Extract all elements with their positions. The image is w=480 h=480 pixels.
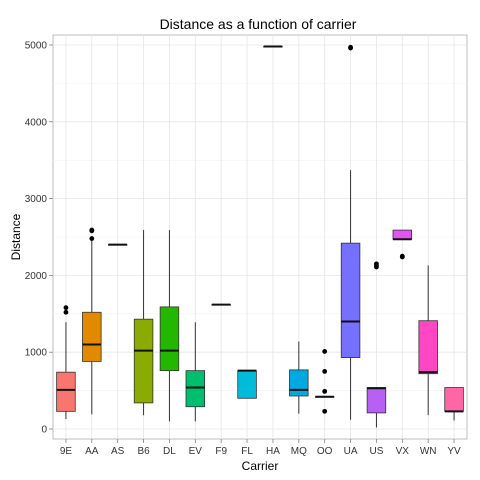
box-mq: [289, 341, 309, 414]
outlier-point: [399, 253, 405, 259]
box-body: [366, 387, 387, 414]
outlier-point: [89, 227, 95, 233]
outlier-point: [89, 236, 95, 241]
x-tick-label: YV: [447, 446, 461, 457]
box-ha: [263, 45, 283, 48]
x-tick-label: EV: [189, 446, 203, 457]
outlier-point: [322, 408, 328, 414]
x-tick-label: F9: [215, 446, 227, 457]
box-aa: [82, 227, 102, 415]
x-tick-label: MQ: [291, 446, 307, 457]
box-body: [444, 387, 464, 412]
box-body: [392, 229, 413, 240]
x-tick-label: B6: [137, 446, 150, 457]
box-fl: [237, 369, 257, 399]
x-tick-label: DL: [163, 446, 176, 457]
outlier-point: [322, 369, 328, 374]
x-tick-label: HA: [266, 446, 280, 457]
x-tick-label: WN: [420, 446, 437, 457]
box-body: [82, 311, 102, 362]
box-body: [185, 370, 206, 408]
box-body: [418, 320, 438, 375]
box-body: [159, 306, 180, 372]
box-body: [340, 242, 361, 358]
box-body: [133, 318, 154, 404]
box-us: [366, 261, 387, 428]
y-axis-title: Distance: [9, 213, 23, 260]
x-axis: 9E AA AS B6 DL EV F9 FL HA MQ OO UA US VX WN YV: [60, 439, 461, 457]
box-f9: [211, 303, 231, 306]
outlier-point: [322, 388, 328, 394]
box-ev: [185, 322, 206, 422]
outlier-point: [374, 261, 379, 267]
y-tick-label: 4000: [25, 117, 48, 128]
x-tick-label: UA: [344, 446, 358, 457]
x-tick-label: VX: [396, 446, 410, 457]
y-tick-label: 5000: [25, 40, 48, 51]
box-9e: [56, 305, 76, 420]
box-wn: [418, 265, 438, 416]
x-tick-label: FL: [241, 446, 253, 457]
x-tick-label: AA: [85, 446, 99, 457]
x-tick-label: US: [369, 446, 383, 457]
chart-title: Distance as a function of carrier: [160, 16, 357, 32]
x-tick-label: AS: [111, 446, 125, 457]
outlier-point: [322, 349, 328, 354]
box-body: [289, 369, 309, 397]
x-axis-title: Carrier: [242, 459, 279, 473]
y-tick-label: 1000: [25, 348, 48, 359]
box-body: [56, 371, 76, 412]
box-yv: [444, 387, 464, 421]
box-vx: [392, 229, 413, 260]
outlier-point: [63, 309, 69, 315]
y-tick-label: 2000: [25, 271, 48, 282]
y-axis: 0 1000 2000 3000 4000 5000: [25, 40, 53, 436]
box-dl: [159, 230, 180, 422]
box-body: [237, 370, 257, 399]
box-series: [56, 44, 464, 428]
y-tick-label: 3000: [25, 194, 48, 205]
box-as: [107, 243, 128, 246]
box-ua: [340, 44, 361, 420]
x-tick-label: 9E: [60, 446, 73, 457]
box-b6: [133, 230, 154, 416]
x-tick-label: OO: [317, 446, 333, 457]
box-oo: [314, 349, 335, 414]
y-tick-label: 0: [41, 425, 47, 436]
outlier-point: [63, 305, 69, 311]
outlier-point: [348, 44, 353, 50]
